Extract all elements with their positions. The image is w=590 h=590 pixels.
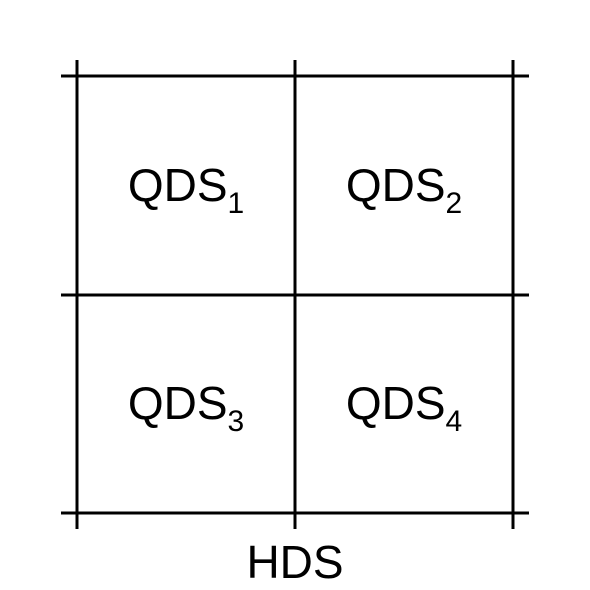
quadrant-label-3: QDS3 xyxy=(127,377,245,438)
quadrant-label-2: QDS2 xyxy=(345,159,463,220)
quadrant-label-1: QDS1 xyxy=(127,159,245,220)
bottom-label: HDS xyxy=(246,536,344,588)
quadrant-label-4: QDS4 xyxy=(345,377,463,438)
